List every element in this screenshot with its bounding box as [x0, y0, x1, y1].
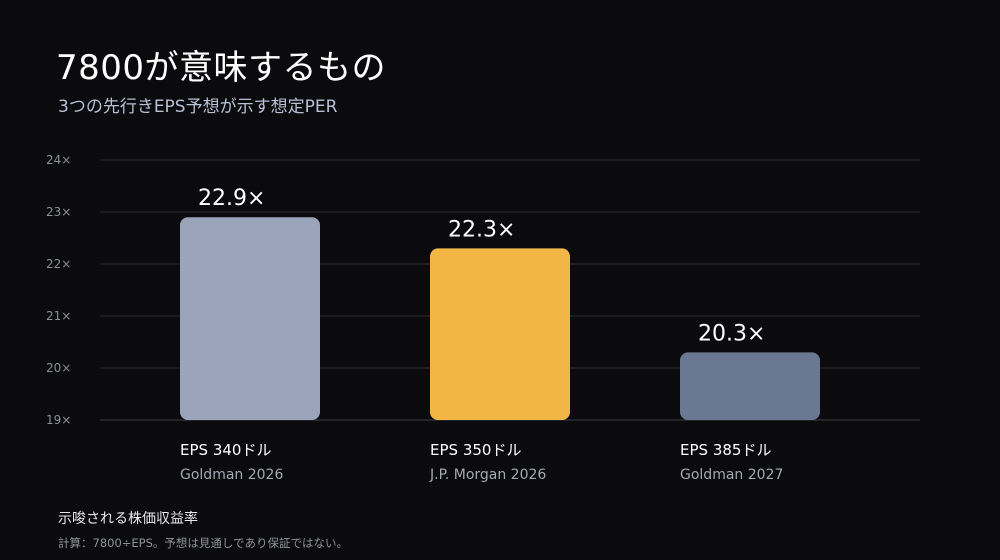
y-tick-label: 24×: [46, 153, 71, 167]
chart-title: 7800が意味するもの: [56, 48, 387, 88]
chart-subtitle: 3つの先行きEPS予想が示す想定PER: [58, 97, 338, 117]
bar: [180, 217, 320, 420]
y-tick-label: 19×: [46, 413, 71, 427]
x-category-label: EPS 350ドル: [430, 441, 521, 459]
x-category-label: EPS 340ドル: [180, 441, 271, 459]
bar: [680, 352, 820, 420]
y-tick-label: 20×: [46, 361, 71, 375]
data-label: 22.3×: [448, 217, 515, 242]
y-tick-label: 22×: [46, 257, 71, 271]
x-category-label: EPS 385ドル: [680, 441, 771, 459]
data-label: 22.9×: [198, 186, 265, 211]
y-tick-label: 23×: [46, 205, 71, 219]
x-category-sublabel: Goldman 2027: [680, 467, 783, 483]
footer-title: 示唆される株価収益率: [58, 511, 198, 527]
bar-chart: 19× 20× 21× 22× 23× 24× 22.9× EPS 340ドル Goldman …: [46, 153, 920, 483]
bar: [430, 248, 570, 420]
footer-note: 計算：7800÷EPS。予想は見通しであり保証ではない。: [58, 536, 348, 550]
y-tick-label: 21×: [46, 309, 71, 323]
data-label: 20.3×: [698, 321, 765, 346]
x-category-sublabel: J.P. Morgan 2026: [429, 467, 546, 483]
x-category-sublabel: Goldman 2026: [180, 467, 283, 483]
